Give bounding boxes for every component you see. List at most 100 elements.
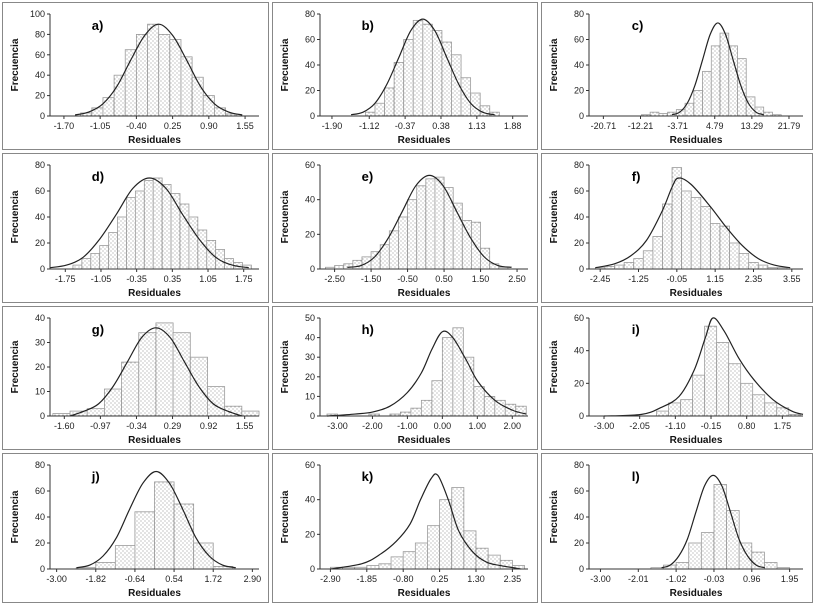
bar (370, 251, 381, 270)
x-tick-label: 0.25 (164, 121, 182, 131)
bar (675, 562, 690, 570)
y-tick-label: 20 (574, 378, 584, 388)
y-tick-label: 20 (35, 362, 45, 372)
x-tick-label: -1.02 (666, 574, 687, 584)
y-tick-label: 60 (305, 160, 315, 170)
y-tick-label: 0 (579, 111, 584, 121)
fitted-curve (661, 474, 765, 569)
y-tick-label: 20 (305, 86, 315, 96)
bar (407, 199, 418, 270)
bar (414, 542, 428, 570)
bar (143, 180, 154, 270)
bar (479, 105, 491, 117)
bar (757, 264, 769, 270)
y-tick-label: 40 (574, 512, 584, 522)
bar (393, 62, 405, 117)
bar (692, 374, 706, 417)
panel-label: f) (632, 169, 641, 184)
fitted-curve (595, 177, 791, 269)
bar (763, 111, 773, 117)
x-tick-label: -1.85 (357, 574, 378, 584)
y-tick-label: 20 (305, 229, 315, 239)
bar (134, 190, 145, 270)
bar (740, 382, 754, 417)
y-tick-label: 40 (35, 212, 45, 222)
x-axis-title: Residuales (128, 288, 181, 299)
x-tick-label: -3.71 (667, 121, 688, 131)
bar (158, 34, 171, 117)
x-axis-title: Residuales (670, 435, 723, 446)
y-tick-label: 20 (574, 238, 584, 248)
bar (99, 245, 110, 270)
panel-label: k) (362, 469, 374, 484)
x-axis-title: Residuales (398, 435, 451, 446)
bar (410, 407, 422, 417)
bar (121, 361, 140, 417)
x-tick-label: -0.15 (701, 421, 722, 431)
fitted-curve (69, 327, 243, 417)
bar (729, 242, 740, 270)
bar (680, 399, 694, 417)
y-tick-label: 60 (574, 486, 584, 496)
x-tick-label: 0.38 (432, 121, 450, 131)
bar (147, 23, 160, 117)
bar (441, 337, 454, 417)
bar (443, 187, 454, 270)
y-tick-label: 30 (305, 352, 315, 362)
y-axis-title: Frecuencia (549, 38, 560, 91)
panel: 0 20 40 60 80 -1.75 -1.05 -0.35 0.35 1.05 1.75 d) Re… (2, 153, 269, 303)
bar (378, 563, 392, 570)
y-tick-label: 60 (305, 35, 315, 45)
bar (169, 39, 182, 117)
y-tick-label: 80 (574, 160, 584, 170)
x-tick-label: -1.90 (322, 121, 343, 131)
x-tick-label: -12.21 (628, 121, 654, 131)
bar (388, 230, 399, 270)
bar (487, 554, 501, 570)
x-tick-label: 1.72 (204, 574, 222, 584)
bar (152, 177, 163, 270)
y-tick-label: 60 (574, 35, 584, 45)
bar (441, 41, 452, 117)
x-tick-label: -3.00 (590, 574, 611, 584)
bar (214, 107, 226, 117)
y-tick-label: 40 (574, 346, 584, 356)
panel: 0 20 40 60 80 -3.00 -2.01 -1.02 -0.03 0.96 1.95 l) R… (541, 453, 813, 603)
x-tick-label: 0.54 (165, 574, 183, 584)
x-tick-label: 13.29 (741, 121, 764, 131)
bar (422, 23, 433, 117)
bar (138, 332, 157, 417)
x-tick-label: -0.64 (125, 574, 146, 584)
x-tick-label: 1.13 (468, 121, 486, 131)
bar (170, 193, 181, 270)
bar (475, 547, 489, 570)
y-tick-label: 80 (574, 9, 584, 19)
x-axis-title: Residuales (670, 135, 723, 146)
y-axis-title: Frecuencia (549, 340, 560, 393)
bar (188, 216, 199, 270)
panel-label: e) (362, 169, 374, 184)
panel-label: c) (632, 18, 644, 33)
x-tick-label: 1.00 (469, 421, 487, 431)
bar (681, 190, 692, 270)
x-tick-label: 0.80 (738, 421, 756, 431)
bar (439, 499, 453, 570)
y-tick-label: 10 (305, 391, 315, 401)
x-tick-label: -0.34 (126, 421, 147, 431)
y-tick-label: 0 (40, 564, 45, 574)
bar (623, 262, 635, 270)
bar (709, 223, 721, 270)
x-axis-title: Residuales (128, 588, 181, 599)
x-tick-label: 1.50 (472, 274, 490, 284)
y-tick-label: 40 (35, 70, 45, 80)
x-tick-label: -1.05 (90, 121, 111, 131)
bar (649, 111, 660, 117)
x-axis-title: Residuales (670, 588, 723, 599)
y-tick-label: 30 (35, 338, 45, 348)
bar (614, 264, 625, 270)
bar (668, 402, 682, 417)
bar (434, 176, 445, 270)
panel: 0 20 40 60 80 -2.45 -1.25 -0.05 1.15 2.35 3.55 f) Re… (541, 153, 813, 303)
fitted-curve (671, 22, 764, 116)
bar (81, 258, 92, 270)
